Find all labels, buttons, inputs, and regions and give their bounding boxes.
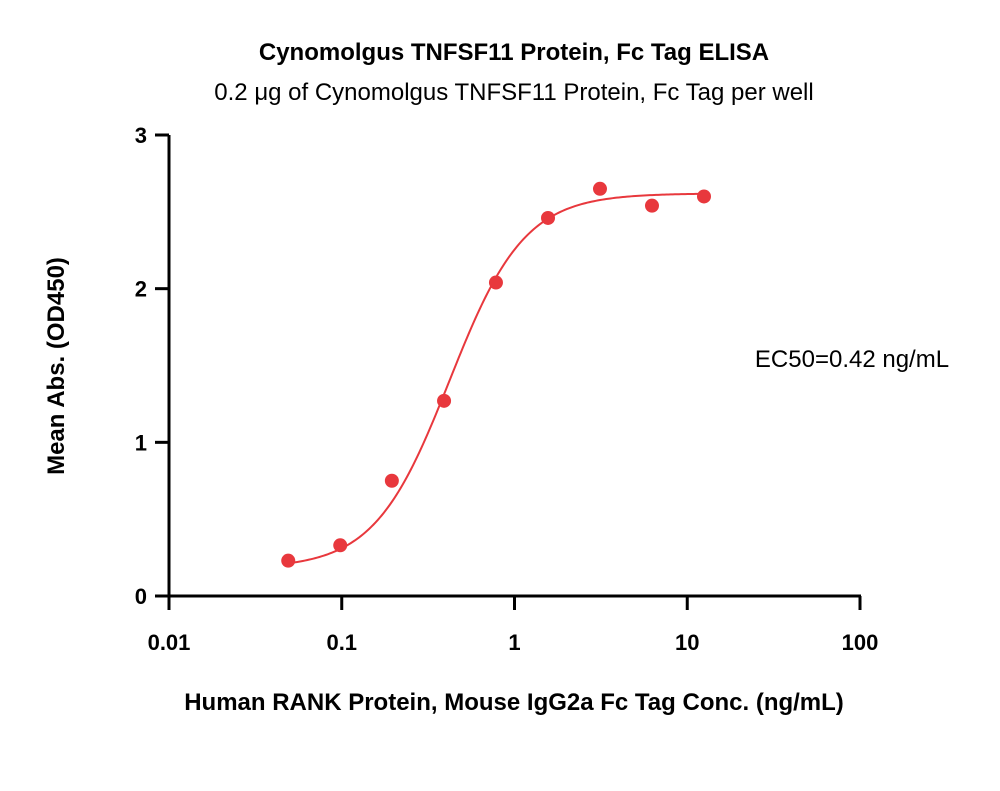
annotation-ec50: EC50=0.42 ng/mL bbox=[755, 346, 949, 373]
chart-title: Cynomolgus TNFSF11 Protein, Fc Tag ELISA bbox=[259, 39, 769, 66]
x-tick-label: 100 bbox=[842, 630, 879, 655]
fit-curve-layer bbox=[288, 192, 704, 565]
data-point bbox=[437, 393, 452, 408]
y-tick-label: 2 bbox=[135, 277, 147, 302]
chart-subtitle: 0.2 μg of Cynomolgus TNFSF11 Protein, Fc… bbox=[214, 79, 813, 106]
x-tick-label: 10 bbox=[675, 630, 699, 655]
y-axis-label: Mean Abs. (OD450) bbox=[43, 257, 70, 475]
data-point bbox=[644, 198, 659, 213]
data-points bbox=[281, 181, 711, 568]
x-tick-label: 0.1 bbox=[326, 630, 357, 655]
data-point bbox=[281, 553, 296, 568]
data-point bbox=[333, 538, 348, 553]
data-point bbox=[384, 473, 399, 488]
y-tick-label: 0 bbox=[135, 584, 147, 609]
fit-curve bbox=[288, 192, 704, 565]
y-tick-label: 1 bbox=[135, 430, 147, 455]
data-point bbox=[592, 181, 607, 196]
data-point bbox=[541, 210, 556, 225]
axes: 0.01 0.1 1 10 100 0 1 2 3 bbox=[135, 123, 879, 655]
x-tick-label: 0.01 bbox=[148, 630, 191, 655]
data-point bbox=[696, 189, 711, 204]
data-point bbox=[488, 275, 503, 290]
x-tick-label: 1 bbox=[508, 630, 520, 655]
x-axis-label: Human RANK Protein, Mouse IgG2a Fc Tag C… bbox=[184, 689, 844, 716]
y-tick-label: 3 bbox=[135, 123, 147, 148]
